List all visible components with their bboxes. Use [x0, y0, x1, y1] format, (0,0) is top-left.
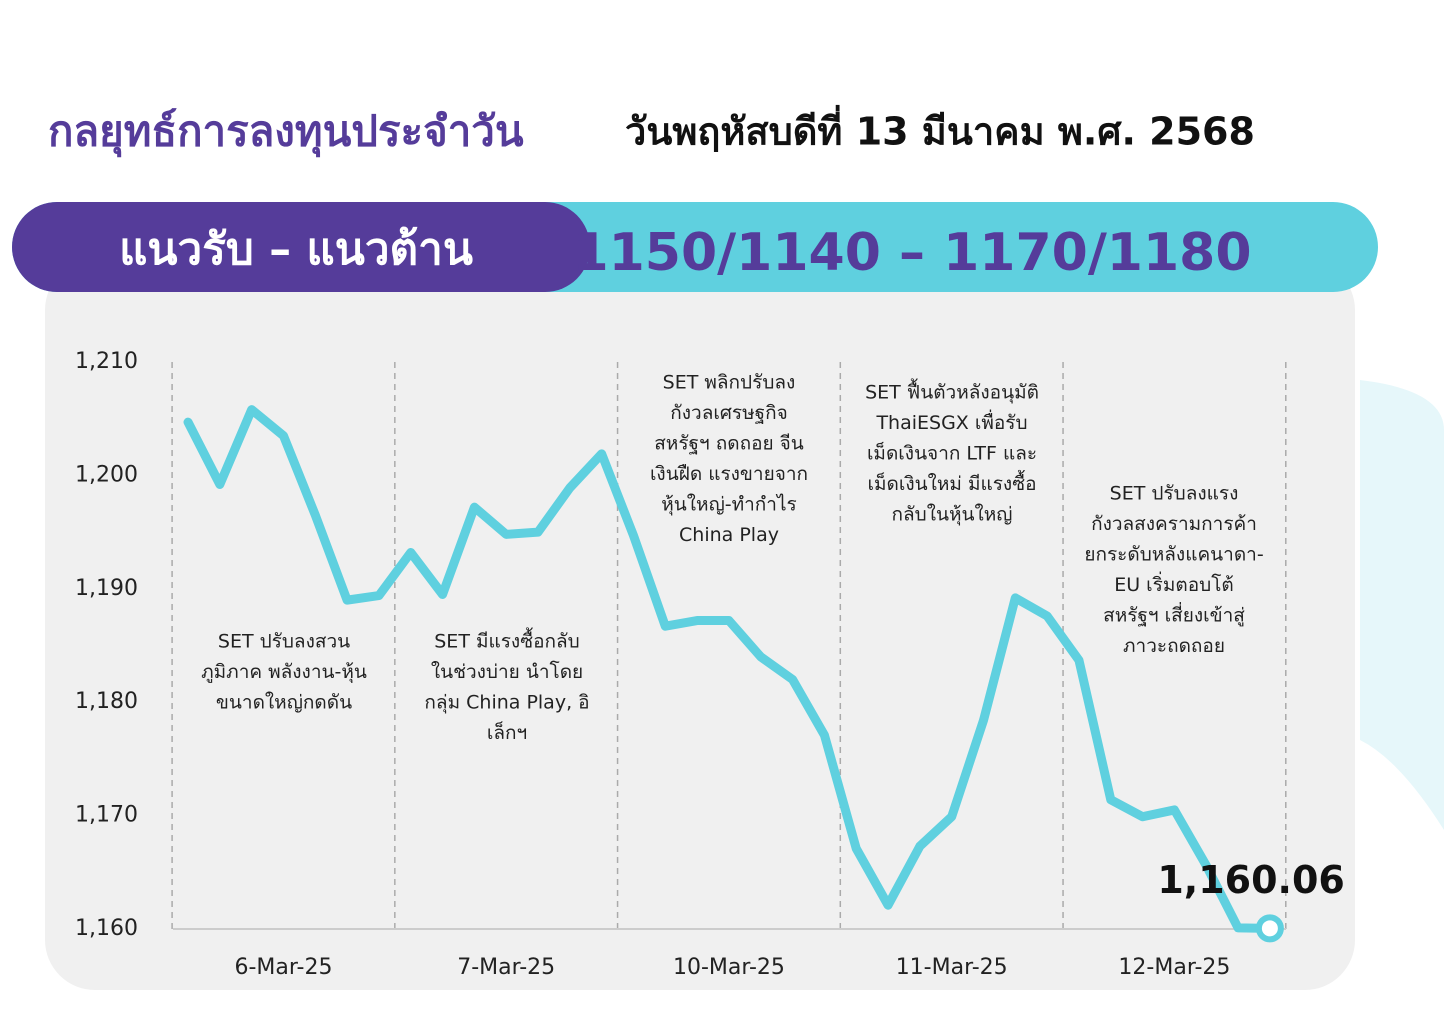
annotation: เม็ดเงินจาก LTF และ [867, 441, 1037, 465]
annotation: SET ปรับลงสวน [218, 631, 350, 653]
x-tick-label: 11-Mar-25 [896, 955, 1008, 980]
annotation: กลับในหุ้นใหญ่ [892, 504, 1013, 527]
y-tick-label: 1,180 [75, 689, 138, 714]
annotation: สหรัฐฯ เสี่ยงเข้าสู่ [1103, 602, 1245, 627]
annotation: กังวลสงครามการค้า [1091, 513, 1257, 535]
annotation: เม็ดเงินใหม่ มีแรงซื้อ [867, 470, 1036, 495]
decor [1360, 380, 1444, 830]
annotation: ยกระดับหลังแคนาดา- [1084, 544, 1263, 566]
annotation: สหรัฐฯ ถดถอย จีน [654, 433, 804, 455]
annotation: ThaiESGX เพื่อรับ [875, 409, 1027, 434]
annotation: เล็กฯ [487, 720, 527, 744]
page-date: วันพฤหัสบดีที่ 13 มีนาคม พ.ศ. 2568 [625, 105, 1255, 154]
annotation: กังวลเศรษฐกิจ [670, 402, 788, 424]
annotation: หุ้นใหญ่-ทำกำไร [661, 494, 797, 517]
value-label: 1,160.06 [1157, 858, 1345, 902]
plot: 1,160 1,170 1,180 1,190 1,200 1,210 6-Mar-25 7-… [75, 349, 1345, 980]
annotation: ขนาดใหญ่กดดัน [216, 692, 352, 714]
banner-range: 1150/1140 – 1170/1180 [572, 223, 1251, 283]
x-tick-label: 10-Mar-25 [673, 955, 785, 980]
annotation: SET พลิกปรับลง [663, 372, 796, 394]
x-tick-label: 12-Mar-25 [1118, 955, 1230, 980]
annotation: SET ปรับลงแรง [1110, 483, 1239, 505]
annotation: China Play [679, 524, 779, 546]
price-line [183, 405, 1275, 933]
x-tick-label: 6-Mar-25 [234, 955, 332, 980]
annotation: กลุ่ม China Play, อิ [424, 692, 589, 715]
annotation: ในช่วงบ่าย นำโดย [431, 660, 583, 683]
x-tick-label: 7-Mar-25 [457, 955, 555, 980]
last-point [1255, 914, 1284, 943]
annotation: ภูมิภาค พลังงาน-หุ้น [201, 661, 367, 684]
y-tick-label: 1,210 [75, 349, 138, 374]
y-tick-label: 1,160 [75, 916, 138, 941]
banner-label: แนวรับ – แนวต้าน [119, 224, 473, 275]
page-title: กลยุทธ์การลงทุนประจำวัน [48, 107, 524, 158]
y-tick-label: 1,170 [75, 803, 138, 828]
annotation: เงินฝืด แรงขายจาก [650, 463, 808, 485]
y-tick-label: 1,190 [75, 576, 138, 601]
banner-label-bg [12, 202, 590, 292]
annotation: EU เริ่มตอบโต้ [1114, 571, 1234, 596]
y-tick-label: 1,200 [75, 462, 138, 487]
annotation: ภาวะถดถอย [1123, 635, 1225, 657]
annotation: SET ฟื้นตัวหลังอนุมัติ [865, 379, 1039, 405]
annotation: SET มีแรงซื้อกลับ [434, 628, 579, 653]
